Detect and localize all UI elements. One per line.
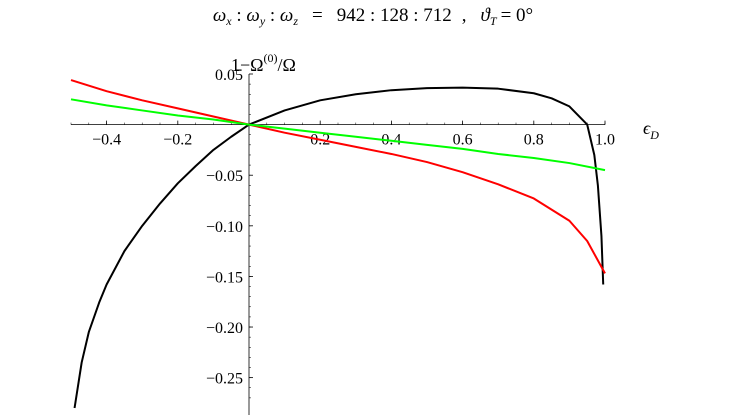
y-tick-label: 0.05 xyxy=(215,67,243,84)
chart-title: ωx : ωy : ωz = 942 : 128 : 712, ϑT = 0° xyxy=(213,5,533,28)
axes: −0.4 −0.2 0.2 0.4 0.6 0.8 1.0 0.05−0.05−0.10−0… xyxy=(70,67,615,415)
x-tick-label: 0.8 xyxy=(524,132,544,149)
x-tick-label: 1.0 xyxy=(595,132,615,149)
series-line-green xyxy=(70,98,606,172)
series-layer xyxy=(70,79,606,409)
y-tick-label: −0.20 xyxy=(206,320,243,337)
y-tick-label: −0.10 xyxy=(206,219,243,236)
x-tick-label: 0.6 xyxy=(453,132,473,149)
y-axis-label: 1−Ω(0)/Ω xyxy=(231,51,296,75)
x-tick-label: −0.2 xyxy=(163,132,192,149)
series-line-red xyxy=(70,79,606,274)
x-axis-label: ϵD xyxy=(643,118,659,142)
x-tick-label: −0.4 xyxy=(92,132,121,149)
series-line-black xyxy=(73,86,605,409)
y-tick-label: −0.05 xyxy=(206,168,243,185)
y-tick-label: −0.15 xyxy=(206,269,243,286)
y-tick-label: −0.25 xyxy=(206,371,243,388)
